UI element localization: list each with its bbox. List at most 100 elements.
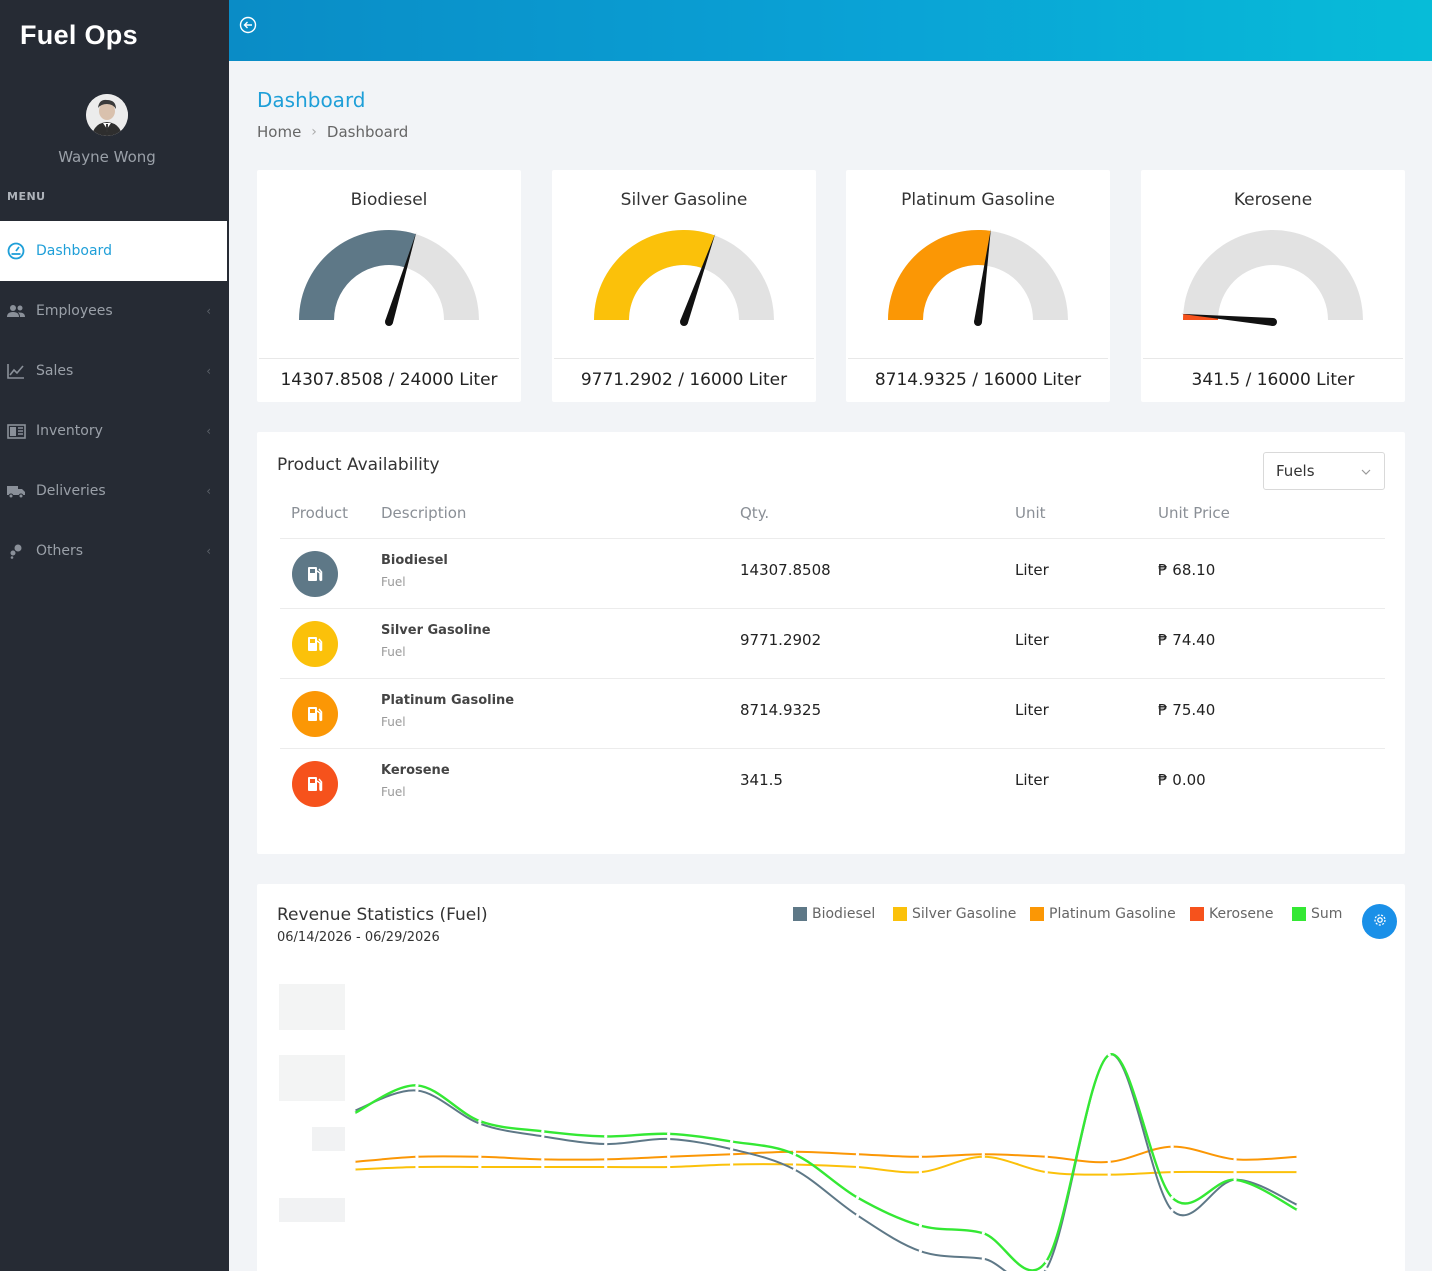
data-point	[792, 1162, 797, 1167]
revenue-line-chart	[352, 1053, 1300, 1271]
gauge-chart	[888, 228, 1068, 326]
gauge-card-biodiesel: Biodiesel 14307.8508 / 24000 Liter	[257, 170, 521, 402]
sidebar-item-others[interactable]: Others ‹	[0, 521, 229, 581]
product-price: ₱ 0.00	[1158, 771, 1206, 789]
column-header-description[interactable]: Description	[381, 504, 467, 522]
sidebar-item-employees[interactable]: Employees ‹	[0, 281, 229, 341]
table-row[interactable]: Silver Gasoline Fuel 9771.2902 Liter ₱ 7…	[280, 608, 1385, 678]
data-point	[541, 1157, 545, 1161]
series-line-biodiesel	[353, 1053, 1299, 1271]
product-name: Silver Gasoline	[381, 623, 491, 638]
legend-item-platinum-gasoline[interactable]: Platinum Gasoline	[1030, 906, 1176, 922]
gauge-title: Silver Gasoline	[620, 190, 748, 210]
data-point	[541, 1129, 545, 1133]
data-point	[604, 1165, 608, 1169]
data-point	[730, 1147, 734, 1151]
chevron-left-icon: ‹	[206, 304, 211, 318]
data-point	[1044, 1267, 1048, 1271]
inventory-icon	[6, 421, 26, 441]
chevron-left-icon: ‹	[206, 364, 211, 378]
gauge-track	[1183, 230, 1363, 320]
users-icon	[6, 301, 26, 321]
table-row[interactable]: Biodiesel Fuel 14307.8508 Liter ₱ 68.10	[280, 538, 1385, 608]
legend-item-biodiesel[interactable]: Biodiesel	[793, 906, 875, 922]
data-point	[855, 1165, 860, 1169]
dashboard-icon	[6, 241, 26, 261]
fuel-pump-icon	[292, 621, 338, 667]
table-row[interactable]: Kerosene Fuel 341.5 Liter ₱ 0.00	[280, 748, 1385, 818]
product-unit: Liter	[1015, 771, 1049, 789]
series-line-silver-gasoline	[353, 1155, 1298, 1176]
sidebar-item-deliveries[interactable]: Deliveries ‹	[0, 461, 229, 521]
gauge-needle-pivot	[385, 318, 393, 326]
chevron-left-icon: ‹	[206, 544, 211, 558]
sidebar-item-dashboard[interactable]: Dashboard	[0, 221, 227, 281]
data-point	[1044, 1170, 1048, 1174]
product-unit: Liter	[1015, 701, 1049, 719]
gauge-chart	[299, 230, 479, 326]
series-line-platinum-gasoline	[353, 1145, 1299, 1164]
column-header-unit-price[interactable]: Unit Price	[1158, 504, 1230, 522]
legend-label: Sum	[1311, 906, 1343, 922]
sidebar-item-inventory[interactable]: Inventory ‹	[0, 401, 229, 461]
date-range[interactable]: 06/14/2026 - 06/29/2026	[277, 930, 440, 945]
app-brand[interactable]: Fuel Ops	[20, 20, 138, 50]
chevron-left-icon: ‹	[206, 424, 211, 438]
gauge-card-platinum-gasoline: Platinum Gasoline 8714.9325 / 16000 Lite…	[846, 170, 1110, 402]
data-point	[415, 1155, 419, 1159]
data-point	[1296, 1155, 1300, 1159]
sidebar-item-label: Dashboard	[36, 243, 112, 259]
data-point	[1296, 1170, 1300, 1174]
data-point	[415, 1165, 419, 1169]
product-price: ₱ 74.40	[1158, 631, 1216, 649]
column-header-product[interactable]: Product	[291, 504, 348, 522]
column-header-unit[interactable]: Unit	[1015, 504, 1046, 522]
data-point	[1233, 1170, 1237, 1174]
table-row[interactable]: Platinum Gasoline Fuel 8714.9325 Liter ₱…	[280, 678, 1385, 748]
data-point	[604, 1142, 608, 1146]
data-point	[352, 1160, 356, 1164]
data-point	[1296, 1203, 1300, 1207]
product-type: Fuel	[381, 715, 406, 729]
data-point	[1233, 1178, 1237, 1182]
collapse-sidebar-icon[interactable]	[239, 16, 257, 34]
divider	[848, 358, 1108, 359]
others-icon	[6, 541, 26, 561]
product-qty: 341.5	[740, 771, 783, 789]
gauge-needle	[1181, 313, 1274, 326]
legend-label: Biodiesel	[812, 906, 876, 922]
column-header-qty[interactable]: Qty.	[740, 504, 770, 522]
product-unit: Liter	[1015, 631, 1049, 649]
legend-item-sum[interactable]: Sum	[1292, 906, 1342, 922]
data-point	[415, 1083, 419, 1087]
breadcrumb-home[interactable]: Home	[257, 123, 302, 141]
chevron-down-icon	[1360, 464, 1372, 482]
sidebar-item-sales[interactable]: Sales ‹	[0, 341, 229, 401]
line-chart-icon	[6, 361, 26, 381]
section-title: Revenue Statistics (Fuel)	[277, 905, 488, 925]
product-unit: Liter	[1015, 561, 1049, 579]
gauge-needle-pivot	[974, 318, 982, 326]
chart-settings-button[interactable]	[1362, 904, 1397, 939]
data-point	[855, 1196, 860, 1200]
data-point	[478, 1155, 482, 1159]
sidebar: Fuel Ops Wayne Wong MENU Dashboard Emplo…	[0, 0, 229, 1271]
legend-label: Silver Gasoline	[912, 906, 1017, 922]
legend-item-silver-gasoline[interactable]: Silver Gasoline	[893, 906, 1016, 922]
legend-swatch	[893, 907, 907, 921]
gauge-title: Platinum Gasoline	[901, 190, 1055, 210]
y-axis-label-placeholder	[312, 1127, 345, 1151]
legend-item-kerosene[interactable]: Kerosene	[1190, 906, 1274, 922]
data-point	[981, 1152, 985, 1156]
data-point	[1296, 1208, 1300, 1212]
data-point	[1170, 1145, 1174, 1149]
product-qty: 9771.2902	[740, 631, 822, 649]
product-type: Fuel	[381, 785, 406, 799]
sidebar-item-label: Sales	[36, 363, 74, 379]
category-select[interactable]: Fuels	[1263, 452, 1385, 490]
product-type: Fuel	[381, 575, 406, 589]
data-point	[1044, 1259, 1048, 1263]
legend-swatch	[1190, 907, 1204, 921]
avatar[interactable]	[86, 94, 128, 136]
sidebar-item-label: Employees	[36, 303, 113, 319]
